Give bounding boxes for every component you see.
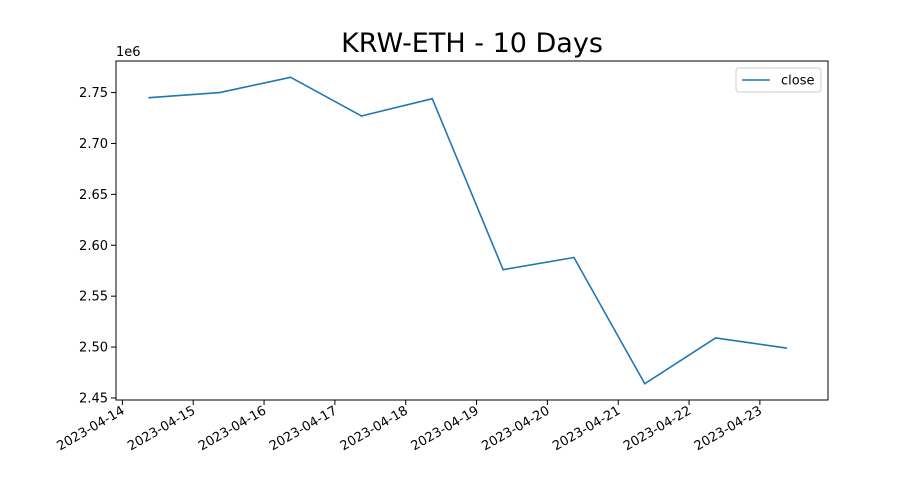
y-tick-label: 2.50 <box>79 341 108 356</box>
data-point <box>360 115 363 117</box>
plot-area: 2.452.502.552.602.652.702.752023-04-1420… <box>54 60 829 454</box>
data-point <box>289 76 292 79</box>
y-axis-scale-label: 1e6 <box>116 45 141 60</box>
axes-frame <box>115 60 829 401</box>
y-tick-label: 2.60 <box>79 239 108 254</box>
data-point <box>148 96 150 99</box>
data-point <box>643 382 646 385</box>
data-point <box>714 337 717 339</box>
y-tick-label: 2.65 <box>79 188 108 203</box>
data-point <box>218 91 221 94</box>
data-point <box>502 268 504 271</box>
y-tick-label: 2.75 <box>79 86 108 101</box>
series-line-close <box>148 76 787 385</box>
data-point <box>785 347 788 349</box>
data-point <box>573 256 575 259</box>
data-point <box>431 97 434 100</box>
y-tick-label: 2.45 <box>79 391 108 406</box>
legend-label: close <box>781 74 814 89</box>
y-tick-label: 2.55 <box>79 290 108 305</box>
y-tick-label: 2.70 <box>79 137 108 152</box>
legend-box <box>735 67 822 93</box>
chart-title: KRW-ETH - 10 Days <box>341 28 603 59</box>
